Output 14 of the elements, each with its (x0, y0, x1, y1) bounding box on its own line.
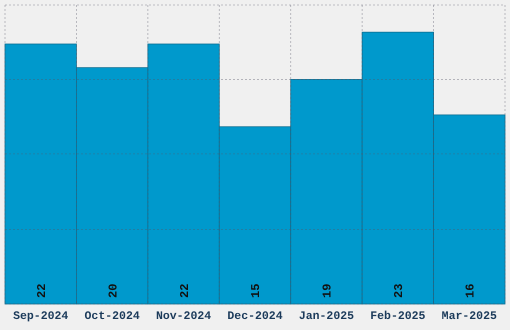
data-label: 22 (178, 284, 192, 298)
data-label: 19 (320, 284, 335, 298)
x-tick-label: Sep-2024 (13, 310, 68, 323)
x-tick-label: Mar-2025 (442, 310, 497, 323)
data-label: 22 (34, 284, 49, 298)
x-tick-label: Oct-2024 (84, 310, 140, 323)
x-tick-label: Jan-2025 (298, 310, 354, 323)
x-tick-label: Feb-2025 (370, 310, 426, 323)
x-tick-label: Dec-2024 (227, 310, 283, 323)
x-tick-label: Nov-2024 (156, 310, 212, 323)
data-label: 20 (106, 284, 120, 298)
data-label: 23 (392, 284, 406, 298)
data-label: 15 (249, 284, 264, 298)
data-label: 16 (463, 284, 478, 298)
